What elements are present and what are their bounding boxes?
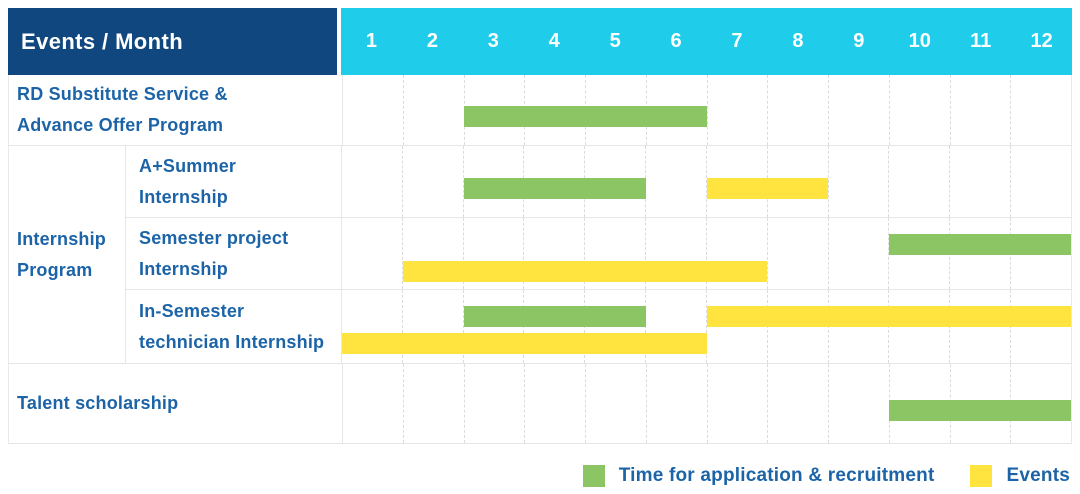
timeline-cell [341,218,1071,289]
month-grid-column [645,146,706,217]
month-grid-column [463,75,525,145]
month-grid-column [767,364,828,443]
month-header-10: 10 [908,30,931,52]
month-grid-column [827,146,889,217]
month-grid-column [706,75,768,145]
month-grid-column [584,218,645,289]
legend-item: Events [970,465,1070,487]
month-grid-column [342,218,402,289]
month-grid-column [767,75,828,145]
month-grid-column [343,364,403,443]
row-label: Semester project Internship [139,227,289,279]
month-grid-column [401,218,463,289]
month-grid-column [342,146,402,217]
month-grid-column [888,146,949,217]
month-grid-column [402,364,464,443]
gantt-bar-green [463,306,646,327]
month-header-9: 9 [853,30,865,52]
gantt-table-body: RD Substitute Service & Advance Offer Pr… [8,75,1072,444]
month-grid-column [706,364,768,443]
month-grid-column [705,290,767,363]
month-grid-column [463,364,525,443]
month-grid-column [705,146,767,217]
gantt-bar-yellow [342,333,707,354]
month-grid-column [645,364,707,443]
month-grid-column [1010,75,1071,145]
table-row: A+Summer Internship [126,146,1071,218]
month-grid-column [888,75,950,145]
month-grid-column [828,364,889,443]
timeline-cell [342,364,1071,443]
legend-swatch-green [582,465,605,487]
table-row: In-Semester technician Internship [126,290,1071,363]
month-grid-column [949,75,1011,145]
month-header-11: 11 [970,30,992,52]
month-header-2: 2 [426,30,438,52]
month-header-12: 12 [1030,30,1053,52]
events-month-header-cell: Events / Month [8,8,341,75]
month-grid-column [827,218,889,289]
row-label: A+Summer Internship [139,155,237,207]
month-grid-column [462,218,524,289]
gantt-bar-yellow [706,306,1071,327]
month-grid-column [524,364,585,443]
month-grid-column [1010,146,1071,217]
month-header-1: 1 [365,30,378,52]
month-grid-column [585,364,646,443]
month-grid-column [462,146,524,217]
timeline-cell [341,290,1071,363]
month-header-7: 7 [731,30,743,52]
table-header: Events / Month 1 2 3 4 5 6 7 8 9 10 11 12 [8,8,1072,75]
group-label: Internship Program [9,146,126,363]
gantt-bar-green [464,106,707,127]
gantt-bar-yellow [402,261,768,282]
month-header-8: 8 [792,30,804,52]
month-grid-column [343,75,403,145]
month-grid-column [645,218,706,289]
legend-label: Events [1006,465,1070,486]
table-row: Semester project Internship [126,218,1071,290]
legend-item: Time for application & recruitment [582,465,935,487]
month-grid-column [828,75,889,145]
month-header-4: 4 [548,30,560,52]
month-header-6: 6 [670,30,682,52]
row-label: Talent scholarship [17,393,179,413]
month-grid-column [949,146,1010,217]
month-grid-column [401,290,463,363]
month-grid-column [523,218,584,289]
legend-swatch-yellow [970,465,993,487]
legend: Time for application & recruitment Events [8,465,1072,487]
group-subrows: A+Summer Internship Semester project Inte… [126,146,1071,363]
month-header-3: 3 [487,30,499,52]
gantt-bar-yellow [706,177,828,199]
gantt-bar-green [888,234,1071,255]
month-grid-column [766,218,828,289]
legend-label: Time for application & recruitment [618,465,935,486]
month-grid-column [705,218,767,289]
month-header-row: 1 2 3 4 5 6 7 8 9 10 11 12 [341,8,1072,75]
timeline-cell [342,75,1071,145]
row-label: In-Semester technician Internship [139,300,325,352]
month-grid-column [402,75,464,145]
month-grid-column [462,290,524,363]
table-row: RD Substitute Service & Advance Offer Pr… [9,75,1071,146]
timeline-cell [341,146,1071,217]
row-label: RD Substitute Service & Advance Offer Pr… [17,84,228,135]
table-row: Talent scholarship [9,364,1071,444]
gantt-bar-green [889,399,1071,421]
month-grid-column [401,146,463,217]
gantt-bar-green [463,177,646,199]
group-block: Internship Program A+Summer Internship Sem… [9,146,1071,364]
month-header-5: 5 [609,30,621,52]
